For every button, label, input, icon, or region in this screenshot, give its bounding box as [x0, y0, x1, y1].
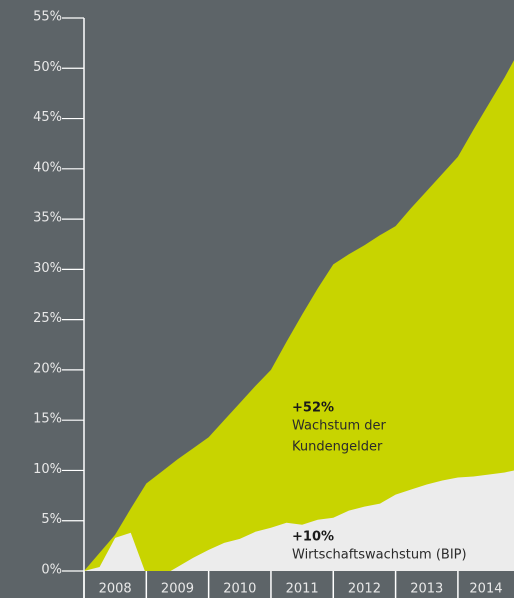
y-tick-label: 25% [33, 311, 62, 326]
x-tick-label: 2011 [286, 582, 319, 597]
y-tick-label: 50% [33, 60, 62, 75]
x-tick-label: 2009 [161, 582, 194, 597]
x-tick-label: 2014 [469, 582, 502, 597]
annotation-value: +10% [292, 530, 334, 545]
y-tick-label: 40% [33, 160, 62, 175]
x-tick-label: 2010 [223, 582, 256, 597]
y-tick-label: 45% [33, 110, 62, 125]
x-axis-band [84, 571, 514, 598]
y-tick-label: 5% [41, 512, 62, 527]
x-tick-label: 2012 [348, 582, 381, 597]
y-tick-label: 35% [33, 211, 62, 226]
y-tick-label: 30% [33, 261, 62, 276]
annotation-text: Wirtschaftswachstum (BIP) [292, 548, 467, 563]
annotation-text: Wachstum der [292, 419, 387, 434]
y-tick-label: 15% [33, 412, 62, 427]
annotation-value: +52% [292, 401, 334, 416]
y-tick-label: 55% [33, 10, 62, 25]
x-tick-label: 2013 [410, 582, 443, 597]
x-tick-label: 2008 [99, 582, 132, 597]
y-tick-label: 10% [33, 462, 62, 477]
annotation-text: Kundengelder [292, 440, 383, 455]
area [84, 60, 514, 571]
area [84, 470, 514, 577]
y-tick-label: 20% [33, 361, 62, 376]
y-tick-label: 0% [41, 563, 62, 578]
